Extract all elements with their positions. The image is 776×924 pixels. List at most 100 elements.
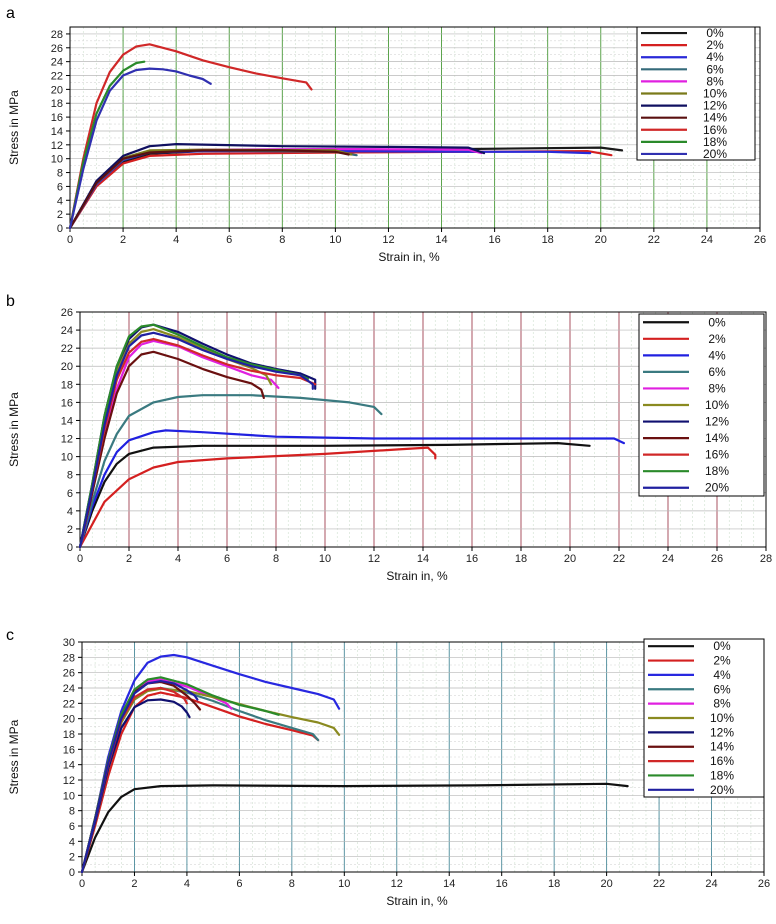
x-tick-label: 4 (184, 878, 190, 890)
series-line-18pct (68, 60, 146, 230)
x-tick-label: 26 (711, 553, 723, 565)
series-line-4pct (78, 429, 625, 549)
y-tick-label: 20 (51, 84, 63, 96)
legend-label: 18% (705, 464, 729, 478)
y-tick-label: 14 (61, 415, 73, 427)
y-tick-label: 30 (63, 637, 75, 649)
legend-label: 14% (703, 111, 727, 125)
x-tick-label: 0 (77, 553, 83, 565)
panel-c-y-axis-label: Stress in MPa (7, 719, 21, 794)
panel-b-axes: 0 2 4 6 8 10 12 14 16 18 20 22 24 26 28024681012141618… (61, 307, 772, 565)
y-tick-label: 14 (63, 760, 75, 772)
panel-b-y-axis-label: Stress in MPa (7, 392, 21, 467)
y-tick-label: 18 (63, 729, 75, 741)
legend-label: 2% (713, 654, 731, 668)
y-tick-label: 16 (61, 397, 73, 409)
y-tick-label: 12 (51, 140, 63, 152)
legend-label: 14% (705, 431, 729, 445)
panel-b-x-axis-label: Strain in, % (386, 569, 448, 583)
x-tick-label: 18 (548, 878, 560, 890)
series-line-18pct (78, 323, 309, 549)
x-tick-label: 4 (173, 234, 179, 246)
legend-label: 16% (703, 123, 727, 137)
x-tick-label: 24 (662, 553, 674, 565)
series-line-0pct (80, 782, 629, 874)
x-tick-label: 22 (613, 553, 625, 565)
y-tick-label: 24 (51, 57, 63, 69)
panel-b-series (78, 323, 625, 549)
x-tick-label: 2 (131, 878, 137, 890)
y-tick-label: 6 (57, 181, 63, 193)
y-tick-label: 0 (57, 223, 63, 235)
y-tick-label: 0 (69, 867, 75, 879)
legend-label: 14% (710, 740, 734, 754)
y-tick-label: 26 (61, 307, 73, 319)
y-tick-label: 26 (51, 43, 63, 55)
legend-label: 8% (708, 381, 726, 395)
x-tick-label: 26 (754, 234, 766, 246)
panel-a: a 0 2 4 6 8 10 12 14 16 18 20 22 24 26024681012141618… (6, 5, 766, 264)
y-tick-label: 12 (63, 775, 75, 787)
legend-label: 12% (703, 99, 727, 113)
x-tick-label: 8 (289, 878, 295, 890)
legend-label: 20% (710, 783, 734, 797)
y-tick-label: 8 (67, 470, 73, 482)
x-tick-label: 20 (595, 234, 607, 246)
y-tick-label: 20 (63, 714, 75, 726)
legend-label: 6% (706, 62, 724, 76)
x-tick-label: 12 (368, 553, 380, 565)
axes-frame (69, 26, 761, 229)
x-tick-label: 10 (329, 234, 341, 246)
x-tick-label: 28 (760, 553, 772, 565)
y-tick-label: 18 (61, 379, 73, 391)
panel-a-axes: 0 2 4 6 8 10 12 14 16 18 20 22 24 2602468101214161820… (51, 26, 766, 246)
y-tick-label: 16 (63, 744, 75, 756)
legend-label: 0% (708, 315, 726, 329)
y-tick-label: 10 (61, 452, 73, 464)
series-line-2pct (80, 691, 320, 874)
x-tick-label: 6 (224, 553, 230, 565)
panel-c-axes: 0 2 4 6 8 10 12 14 16 18 20 22 24 2602468101214161820… (63, 637, 770, 890)
panel-a-legend: 0%2%4%6%8%10%12%14%16%18%20% (636, 26, 756, 161)
x-tick-label: 24 (701, 234, 713, 246)
legend-label: 6% (708, 365, 726, 379)
legend-label: 2% (706, 38, 724, 52)
y-tick-label: 8 (69, 806, 75, 818)
series-line-20pct (80, 680, 199, 874)
legend-label: 18% (710, 768, 734, 782)
panel-letter-b: b (6, 293, 15, 310)
x-tick-label: 14 (435, 234, 447, 246)
series-line-0pct (78, 442, 591, 549)
y-tick-label: 8 (57, 168, 63, 180)
x-tick-label: 10 (319, 553, 331, 565)
x-tick-label: 0 (79, 878, 85, 890)
x-tick-label: 10 (338, 878, 350, 890)
y-tick-label: 22 (61, 343, 73, 355)
y-tick-label: 2 (57, 209, 63, 221)
x-tick-label: 16 (496, 878, 508, 890)
legend-label: 0% (713, 639, 731, 653)
panel-c-legend: 0%2%4%6%8%10%12%14%16%18%20% (643, 638, 765, 798)
y-tick-label: 28 (51, 29, 63, 41)
y-tick-label: 6 (67, 488, 73, 500)
series-line-14pct (78, 350, 265, 549)
series-line-16pct (68, 43, 313, 230)
legend-label: 4% (713, 668, 731, 682)
y-tick-label: 24 (63, 683, 75, 695)
x-tick-label: 8 (279, 234, 285, 246)
x-tick-label: 6 (226, 234, 232, 246)
legend-label: 20% (703, 147, 727, 161)
y-tick-label: 10 (51, 154, 63, 166)
x-tick-label: 20 (564, 553, 576, 565)
x-tick-label: 2 (120, 234, 126, 246)
panel-b: b 0 2 4 6 8 10 12 14 16 18 20 22 24 26 280246810121416… (6, 293, 772, 583)
x-tick-label: 4 (175, 553, 181, 565)
x-tick-label: 18 (542, 234, 554, 246)
x-tick-label: 18 (515, 553, 527, 565)
legend-label: 4% (708, 348, 726, 362)
panel-c-x-axis-label: Strain in, % (386, 894, 448, 908)
y-tick-label: 26 (63, 668, 75, 680)
panel-a-y-axis-label: Stress in MPa (7, 90, 21, 165)
x-tick-label: 12 (391, 878, 403, 890)
